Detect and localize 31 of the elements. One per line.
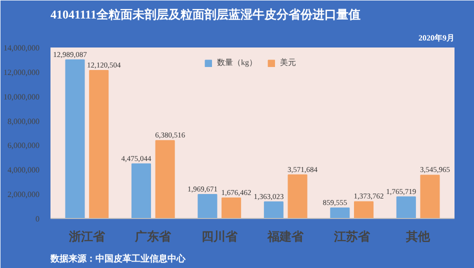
source-note: 数据来源：中国皮革工业信息中心 <box>50 254 186 264</box>
x-tick-label: 广东省 <box>134 230 172 244</box>
y-tick-label: 12,000,000 <box>4 68 40 77</box>
bar <box>131 163 152 218</box>
bar <box>198 194 218 218</box>
chart-title: 41041111全粒面未剖层及粒面剖层蓝湿牛皮分省份进口量值 <box>50 8 361 22</box>
legend-label: 数量（kg） <box>217 57 257 68</box>
y-tick-label: 8,000,000 <box>8 116 40 126</box>
x-tick-label: 福建省 <box>266 230 305 244</box>
x-tick-label: 浙江省 <box>68 230 106 244</box>
y-tick-label: 2,000,000 <box>8 190 40 200</box>
chart-subtitle: 2020年9月 <box>418 34 454 42</box>
bar <box>89 70 109 218</box>
bar <box>420 174 440 218</box>
legend-label: 美元 <box>280 57 297 68</box>
bar <box>330 208 350 218</box>
y-tick-label: 0 <box>36 214 40 224</box>
bar <box>288 174 308 218</box>
y-tick-label: 4,000,000 <box>8 166 40 175</box>
bar <box>396 196 416 218</box>
bar <box>65 59 85 218</box>
y-tick-label: 10,000,000 <box>4 92 40 102</box>
bar <box>222 198 242 218</box>
x-tick-label: 江苏省 <box>332 230 371 244</box>
bar <box>354 201 374 218</box>
x-tick-label: 四川省 <box>201 230 238 244</box>
y-tick-label: 14,000,000 <box>4 44 40 52</box>
y-tick-label: 6,000,000 <box>8 141 40 150</box>
x-tick-label: 其他 <box>405 230 432 244</box>
bar <box>155 140 175 218</box>
bar <box>264 201 284 218</box>
